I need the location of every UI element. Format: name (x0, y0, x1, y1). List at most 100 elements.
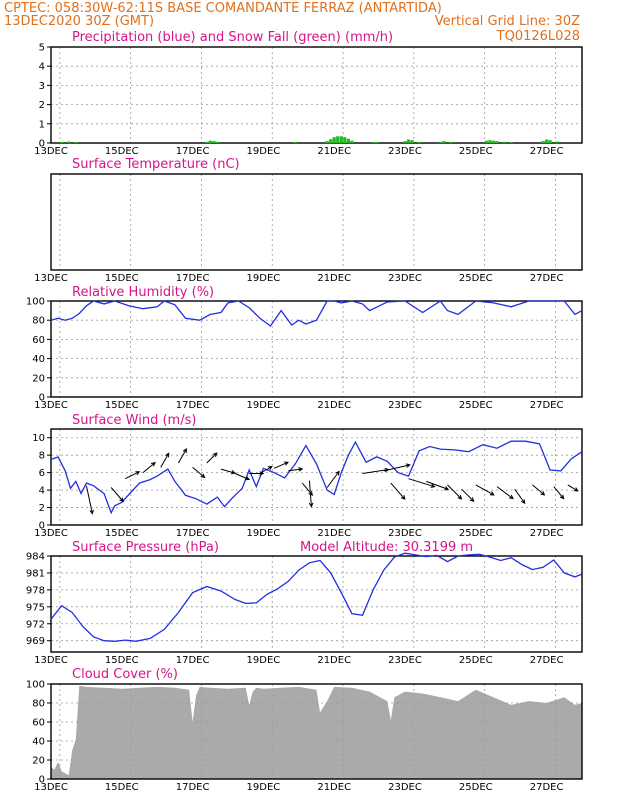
snowfall-bar (509, 142, 513, 143)
wind-vector-arrow (220, 468, 236, 475)
wind-vector-arrow (273, 461, 290, 469)
y-tick-label: 972 (26, 619, 45, 630)
y-tick-label: 2 (39, 503, 45, 514)
wind-vector-arrow (288, 467, 304, 472)
pressure-panel: Surface Pressure (hPa) Model Altitude: 3… (26, 540, 583, 666)
wind-vector-arrow (475, 484, 495, 496)
cloud-cover-panel: Cloud Cover (%) 13DEC 15DEC 17DEC 19DEC 21DE… (26, 667, 583, 793)
plot-frame (50, 173, 583, 271)
x-tick-label: 21DEC (317, 528, 351, 539)
snowfall-bar (208, 140, 212, 143)
y-tick-label: 20 (32, 756, 45, 767)
wind-vector-arrow (326, 470, 340, 488)
wind-vector-arrow (177, 448, 187, 464)
x-tick-label: 23DEC (388, 655, 422, 666)
plot-frame (50, 300, 583, 398)
x-tick-label: 19DEC (247, 782, 281, 793)
pressure-title: Surface Pressure (hPa) (72, 540, 219, 555)
x-tick-label: 21DEC (317, 782, 351, 793)
snowfall-bar (212, 141, 216, 143)
y-tick-label: 975 (26, 602, 45, 613)
x-tick-label: 19DEC (247, 146, 281, 157)
x-tick-label: 13DEC (34, 273, 68, 284)
x-tick-label: 27DEC (530, 782, 564, 793)
y-tick-label: 1 (39, 119, 45, 130)
x-tick-label: 25DEC (459, 528, 493, 539)
snowfall-bar (484, 140, 488, 143)
snowfall-bar (205, 141, 209, 143)
x-tick-label: 23DEC (388, 528, 422, 539)
y-tick-label: 0 (39, 775, 45, 786)
y-tick-label: 4 (39, 62, 45, 73)
snowfall-bar (406, 139, 411, 143)
x-tick-label: 25DEC (459, 273, 493, 284)
cloud-cover-area (51, 685, 582, 779)
x-tick-label: 23DEC (388, 146, 422, 157)
x-tick-label: 19DEC (247, 273, 281, 284)
wind-vector-arrow (85, 485, 94, 515)
x-tick-label: 21DEC (317, 146, 351, 157)
snowfall-bar (350, 140, 354, 143)
x-tick-label: 15DEC (105, 782, 139, 793)
x-tick-label: 25DEC (459, 400, 493, 411)
snowfall-bar (67, 141, 71, 143)
y-tick-label: 60 (32, 335, 45, 346)
y-tick-label: 100 (26, 297, 45, 308)
y-tick-label: 984 (26, 552, 45, 563)
y-tick-label: 4 (39, 486, 45, 497)
y-tick-label: 978 (26, 585, 45, 596)
wind-vector-arrow (234, 473, 251, 481)
y-tick-label: 2 (39, 100, 45, 111)
model-altitude-note: Model Altitude: 30.3199 m (300, 540, 473, 555)
snowfall-bar (293, 142, 297, 143)
y-tick-label: 6 (39, 468, 45, 479)
x-tick-label: 13DEC (34, 782, 68, 793)
y-tick-label: 20 (32, 373, 45, 384)
y-tick-label: 100 (26, 680, 45, 691)
x-tick-label: 27DEC (530, 273, 564, 284)
y-tick-label: 60 (32, 718, 45, 729)
snowfall-bar (325, 141, 329, 143)
x-tick-label: 13DEC (34, 655, 68, 666)
x-tick-label: 23DEC (388, 273, 422, 284)
x-tick-label: 15DEC (105, 528, 139, 539)
x-tick-label: 21DEC (317, 273, 351, 284)
wind-panel: Surface Wind (m/s) 13DEC 15DEC 17DEC 19DEC 2… (32, 413, 583, 539)
snowfall-bar (502, 141, 506, 143)
x-tick-label: 19DEC (247, 655, 281, 666)
y-tick-label: 0 (39, 521, 45, 532)
plot-frame (50, 46, 583, 144)
snowfall-bar (555, 141, 559, 143)
snowfall-bar (60, 142, 64, 143)
wind-vector-arrow (408, 478, 436, 488)
snowfall-bar (548, 140, 552, 143)
x-tick-label: 17DEC (176, 528, 210, 539)
precipitation-title: Precipitation (blue) and Snow Fall (gree… (72, 30, 393, 45)
pressure-line (50, 552, 583, 642)
header-station-line: CPTEC: 058:30W-62:11S BASE COMANDANTE FE… (4, 1, 442, 16)
x-tick-label: 17DEC (176, 400, 210, 411)
snowfall-bar (491, 140, 496, 143)
wind-vector-arrow (390, 482, 406, 500)
rh-line (50, 300, 583, 327)
wind-vector-arrow (567, 484, 579, 492)
y-tick-label: 969 (26, 636, 45, 647)
x-tick-label: 27DEC (530, 146, 564, 157)
humidity-title: Relative Humidity (%) (72, 285, 214, 300)
x-tick-label: 25DEC (459, 146, 493, 157)
wind-vector-arrow (160, 452, 170, 468)
x-tick-label: 15DEC (105, 273, 139, 284)
y-tick-label: 5 (39, 43, 45, 54)
x-tick-label: 17DEC (176, 273, 210, 284)
x-tick-label: 15DEC (105, 655, 139, 666)
header: CPTEC: 058:30W-62:11S BASE COMANDANTE FE… (4, 1, 580, 44)
header-date-line: 13DEC2020 30Z (GMT) (4, 14, 154, 29)
snowfall-bar (541, 141, 545, 143)
wind-vector-arrow (125, 471, 141, 480)
snowfall-bar (371, 142, 375, 143)
cloud-cover-title: Cloud Cover (%) (72, 667, 178, 682)
snowfall-bar (410, 140, 414, 143)
y-tick-label: 3 (39, 81, 45, 92)
snowfall-bar (336, 136, 340, 143)
x-tick-label: 25DEC (459, 782, 493, 793)
